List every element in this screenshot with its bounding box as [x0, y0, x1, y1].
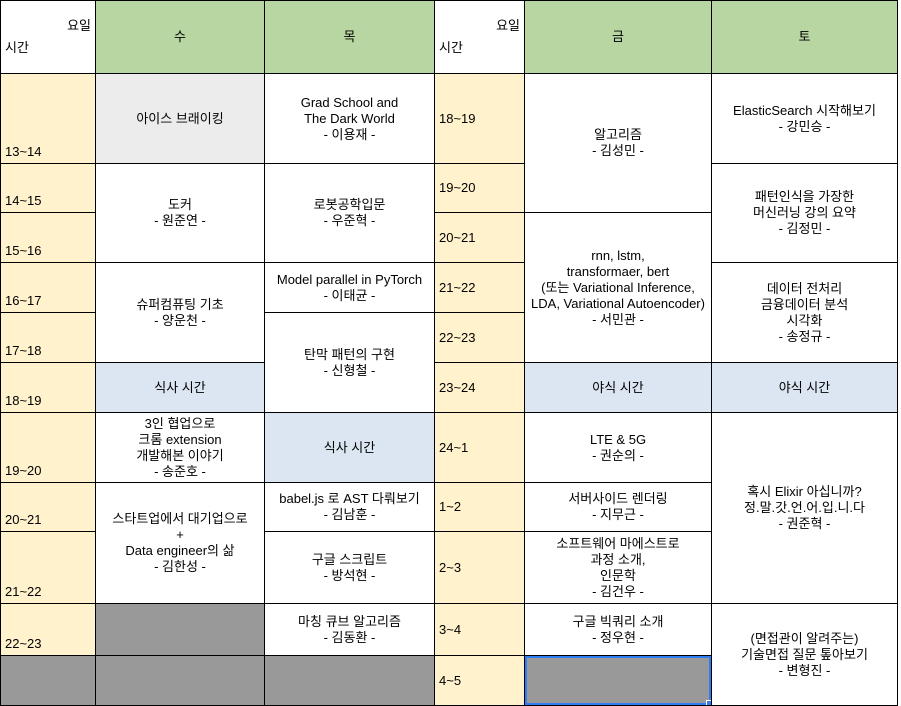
- time-left-16-17[interactable]: 16~17: [0, 262, 96, 313]
- time-right-4-5[interactable]: 4~5: [434, 655, 525, 706]
- time-left-13-14[interactable]: 13~14: [0, 73, 96, 164]
- time-left-20-21[interactable]: 20~21: [0, 482, 96, 532]
- cell-sat-elasticsearch[interactable]: ElasticSearch 시작해보기 - 강민승 -: [711, 73, 898, 164]
- time-left-19-20[interactable]: 19~20: [0, 412, 96, 483]
- corner-day-label: 요일: [67, 18, 91, 33]
- time-left-22-23[interactable]: 22~23: [0, 603, 96, 656]
- cell-thu-robotics[interactable]: 로봇공학입문 - 우준혁 -: [264, 163, 435, 263]
- cell-fri-lte[interactable]: LTE & 5G - 권순의 -: [524, 412, 712, 483]
- cell-fri-snack[interactable]: 야식 시간: [524, 362, 712, 413]
- cell-sat-datapreprocessing[interactable]: 데이터 전처리 금융데이터 분석 시각화 - 송정규 -: [711, 262, 898, 363]
- time-right-21-22[interactable]: 21~22: [434, 262, 525, 313]
- cell-wed-blocked-bottom[interactable]: [95, 655, 265, 706]
- cell-wed-docker[interactable]: 도커 - 원준연 -: [95, 163, 265, 263]
- time-right-24-1[interactable]: 24~1: [434, 412, 525, 483]
- header-thu[interactable]: 목: [264, 0, 435, 74]
- cell-thu-meal[interactable]: 식사 시간: [264, 412, 435, 483]
- time-left-17-18[interactable]: 17~18: [0, 312, 96, 363]
- cell-thu-pytorch[interactable]: Model parallel in PyTorch - 이태균 -: [264, 262, 435, 313]
- cell-fri-selected[interactable]: [524, 655, 712, 706]
- time-left-21-22[interactable]: 21~22: [0, 531, 96, 604]
- cell-fri-maestro[interactable]: 소프트웨어 마에스트로 과정 소개, 인문학 - 김건우 -: [524, 531, 712, 604]
- corner-cell-right[interactable]: 요일 시간: [434, 0, 525, 74]
- time-right-3-4[interactable]: 3~4: [434, 603, 525, 656]
- corner-cell-left[interactable]: 요일 시간: [0, 0, 96, 74]
- fill-handle-icon[interactable]: [706, 700, 711, 705]
- time-right-1-2[interactable]: 1~2: [434, 482, 525, 532]
- corner-day-label: 요일: [496, 18, 520, 33]
- header-sat[interactable]: 토: [711, 0, 898, 74]
- cell-fri-algorithm[interactable]: 알고리즘 - 김성민 -: [524, 73, 712, 213]
- cell-sat-interview[interactable]: (면접관이 알려주는) 기술면접 질문 톺아보기 - 변형진 -: [711, 603, 898, 706]
- cell-sat-snack[interactable]: 야식 시간: [711, 362, 898, 413]
- cell-sat-elixir[interactable]: 혹시 Elixir 아십니까? 정.말.갓.언.어.입.니.다 - 권준혁 -: [711, 412, 898, 604]
- time-right-23-24[interactable]: 23~24: [434, 362, 525, 413]
- cell-fri-rnn[interactable]: rnn, lstm, transformaer, bert (또는 Variat…: [524, 212, 712, 363]
- time-right-22-23[interactable]: 22~23: [434, 312, 525, 363]
- cell-fri-bigquery[interactable]: 구글 빅쿼리 소개 - 정우현 -: [524, 603, 712, 656]
- cell-wed-blocked[interactable]: [95, 603, 265, 656]
- cell-thu-babel[interactable]: babel.js 로 AST 다뤄보기 - 김남훈 -: [264, 482, 435, 532]
- selection-outline: [525, 656, 711, 705]
- time-right-2-3[interactable]: 2~3: [434, 531, 525, 604]
- time-left-18-19[interactable]: 18~19: [0, 362, 96, 413]
- cell-wed-icebreaking[interactable]: 아이스 브래이킹: [95, 73, 265, 164]
- time-left-14-15[interactable]: 14~15: [0, 163, 96, 213]
- time-right-18-19[interactable]: 18~19: [434, 73, 525, 164]
- cell-sat-patternrecognition[interactable]: 패턴인식을 가장한 머신러닝 강의 요약 - 김정민 -: [711, 163, 898, 263]
- cell-thu-blocked-bottom[interactable]: [264, 655, 435, 706]
- time-right-20-21[interactable]: 20~21: [434, 212, 525, 263]
- time-left-15-16[interactable]: 15~16: [0, 212, 96, 263]
- time-left-blocked[interactable]: [0, 655, 96, 706]
- cell-wed-collab[interactable]: 3인 협업으로 크롬 extension 개발해본 이야기 - 송준호 -: [95, 412, 265, 483]
- header-wed[interactable]: 수: [95, 0, 265, 74]
- cell-wed-meal[interactable]: 식사 시간: [95, 362, 265, 413]
- time-right-19-20[interactable]: 19~20: [434, 163, 525, 213]
- corner-time-label: 시간: [5, 40, 29, 55]
- cell-thu-gradschool[interactable]: Grad School and The Dark World - 이용재 -: [264, 73, 435, 164]
- header-fri[interactable]: 금: [524, 0, 712, 74]
- cell-wed-supercomputing[interactable]: 슈퍼컴퓨팅 기초 - 양운천 -: [95, 262, 265, 363]
- cell-thu-googlescript[interactable]: 구글 스크립트 - 방석현 -: [264, 531, 435, 604]
- cell-thu-marchingcubes[interactable]: 마칭 큐브 알고리즘 - 김동환 -: [264, 603, 435, 656]
- cell-fri-ssr[interactable]: 서버사이드 렌더링 - 지무근 -: [524, 482, 712, 532]
- corner-time-label: 시간: [439, 40, 463, 55]
- cell-thu-danmaku[interactable]: 탄막 패턴의 구현 - 신형철 -: [264, 312, 435, 413]
- cell-wed-startup[interactable]: 스타트업에서 대기업으로 + Data engineer의 삶 - 김한성 -: [95, 482, 265, 604]
